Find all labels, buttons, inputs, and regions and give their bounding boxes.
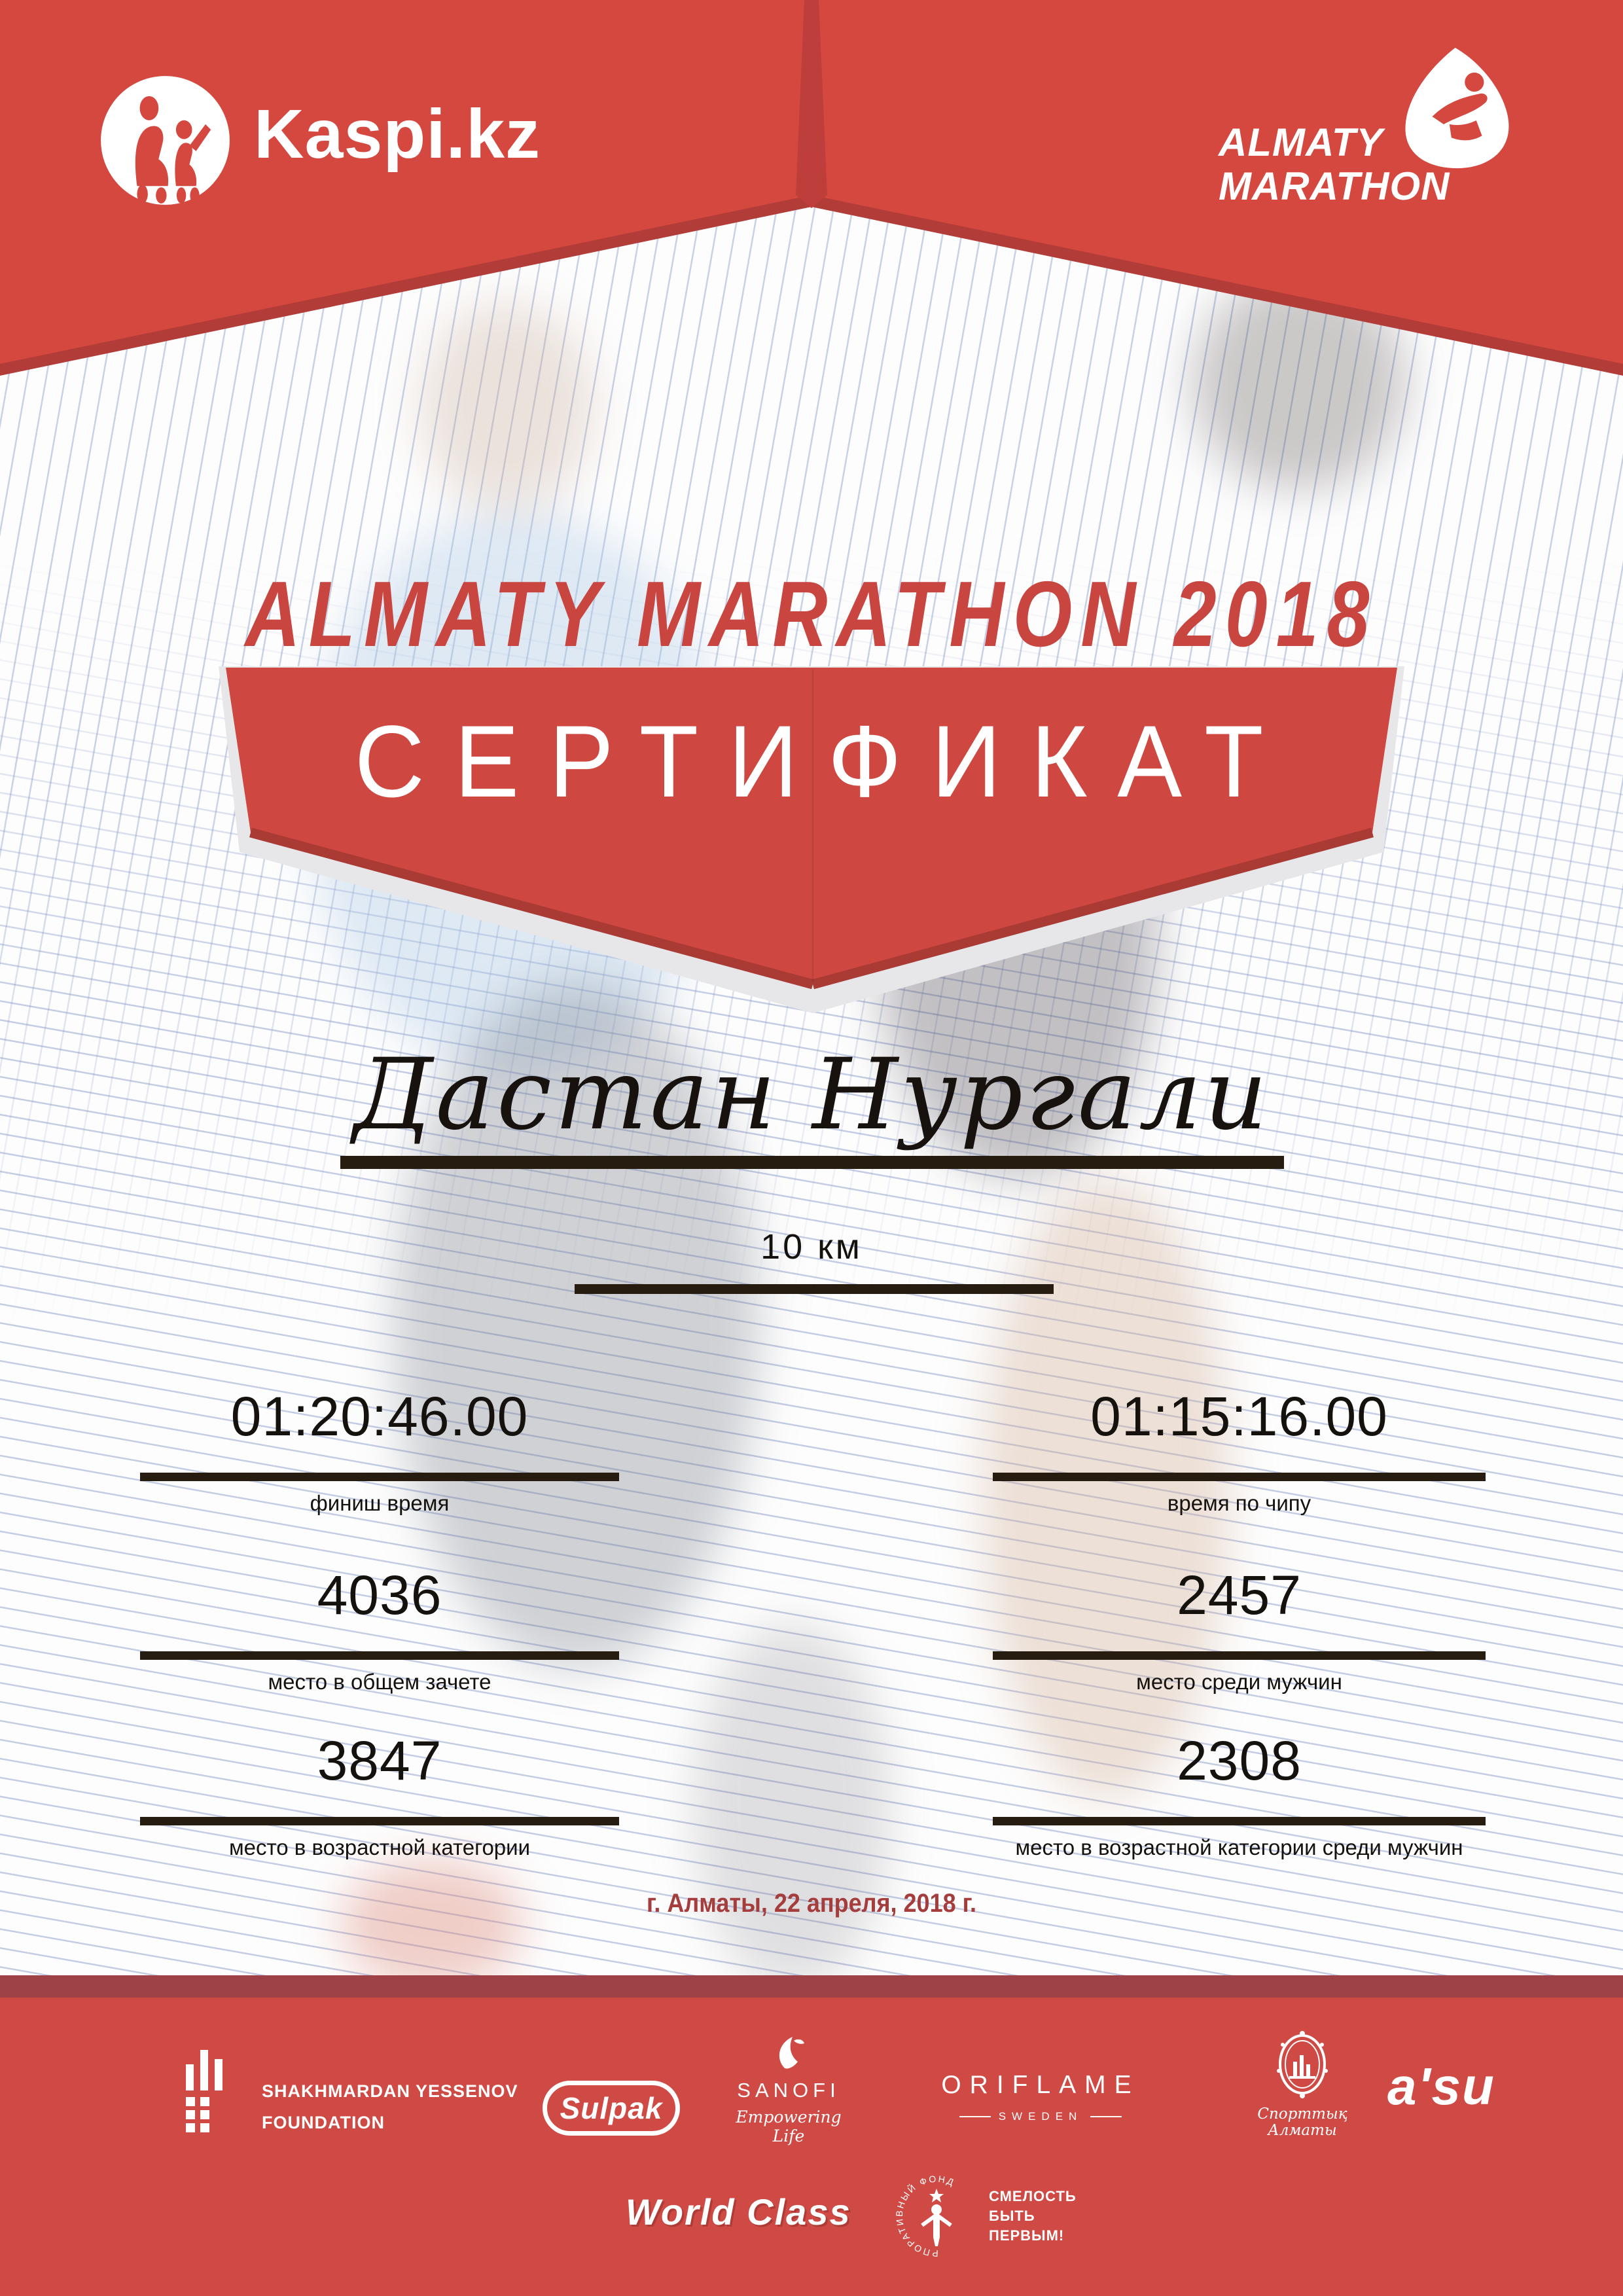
- almaty-marathon-line1: ALMATY: [1219, 120, 1383, 164]
- stat-value: 01:15:16.00: [1090, 1386, 1388, 1447]
- stat-label: место в возрастной категории среди мужчи…: [1015, 1835, 1463, 1859]
- stat-label: финиш время: [310, 1491, 450, 1515]
- header-banner-shape: [0, 0, 1623, 376]
- stat-chip-time: 01:15:16.00 время по чипу: [993, 1389, 1486, 1514]
- fund-slogan-line2: БЫТЬ: [989, 2208, 1035, 2225]
- stat-value: 4036: [317, 1564, 442, 1626]
- stat-value: 2457: [1177, 1564, 1302, 1626]
- stat-age-men-place: 2308 место в возрастной категории среди …: [993, 1733, 1486, 1858]
- sport-almaty-logo: Спорттық Алматы: [1243, 2030, 1361, 2140]
- sport-almaty-label: Спорттық Алматы: [1257, 2106, 1347, 2140]
- stat-label: место среди мужчин: [1136, 1670, 1342, 1694]
- page-title: ALMATY MARATHON 2018: [245, 562, 1378, 666]
- footer-sponsors-bar: SHAKHMARDAN YESSENOV FOUNDATION Sulpak S…: [0, 1998, 1623, 2296]
- asu-logo: a'su: [1387, 2057, 1495, 2115]
- stat-label: место в общем зачете: [268, 1670, 491, 1694]
- almaty-marathon-logo-text: ALMATY MARATHON: [1219, 120, 1450, 208]
- runner-drop-icon: [1405, 47, 1509, 169]
- distance-underline: [575, 1284, 1054, 1294]
- sport-almaty-emblem-icon: [1277, 2031, 1328, 2098]
- sanofi-bird-icon: [779, 2037, 804, 2069]
- sanofi-tagline: Empowering Life: [736, 2108, 842, 2145]
- almaty-marathon-line2: MARATHON: [1219, 164, 1450, 209]
- certificate-ribbon-shape: [219, 666, 1404, 1013]
- yessenov-foundation-icon: [186, 2050, 223, 2132]
- distance-value: 10 км: [760, 1227, 863, 1266]
- stat-finish-time: 01:20:46.00 финиш время: [140, 1389, 619, 1514]
- stat-men-place: 2457 место среди мужчин: [993, 1568, 1486, 1693]
- divider-line: [959, 2116, 991, 2117]
- divider-line: [1090, 2116, 1122, 2117]
- sanofi-label: SANOFI: [737, 2079, 840, 2102]
- stat-label: время по чипу: [1167, 1491, 1311, 1515]
- stat-value: 3847: [317, 1730, 442, 1791]
- fund-slogan-line1: СМЕЛОСТЬ: [989, 2188, 1077, 2205]
- stat-underline: [140, 1651, 619, 1660]
- sulpak-label: Sulpak: [560, 2091, 663, 2125]
- corporate-fund-slogan: СМЕЛОСТЬ БЫТЬ ПЕРВЫМ!: [989, 2187, 1077, 2245]
- yessenov-line1: SHAKHMARDAN YESSENOV: [262, 2081, 518, 2101]
- stat-overall-place: 4036 место в общем зачете: [140, 1568, 619, 1693]
- stat-underline: [993, 1817, 1486, 1825]
- corporate-fund-emblem-icon: КОРПОРАТИВНЫЙ ФОНД: [893, 2173, 957, 2259]
- sanofi-logo: SANOFI Empowering Life: [726, 2034, 851, 2145]
- stat-underline: [993, 1473, 1486, 1481]
- stat-underline: [140, 1473, 619, 1481]
- corporate-fund-ring-text: КОРПОРАТИВНЫЙ ФОНД: [893, 2173, 955, 2259]
- name-underline: [340, 1156, 1284, 1169]
- photo-runner-shoe: [340, 1859, 524, 1990]
- oriflame-label: ORIFLAME: [941, 2071, 1140, 2099]
- stat-underline: [993, 1651, 1486, 1660]
- kaspi-logo-text: Kaspi.kz: [254, 96, 541, 173]
- oriflame-sweden-label: SWEDEN: [998, 2110, 1083, 2123]
- event-date: г. Алматы, 22 апреля, 2018 г.: [647, 1889, 976, 1918]
- svg-text:КОРПОРАТИВНЫЙ ФОНД: КОРПОРАТИВНЫЙ ФОНД: [893, 2173, 957, 2259]
- fund-slogan-line3: ПЕРВЫМ!: [989, 2227, 1065, 2244]
- corporate-fund-logo: КОРПОРАТИВНЫЙ ФОНД СМЕЛОСТЬ БЫТЬ ПЕРВЫМ!: [893, 2173, 1077, 2259]
- photo-runner-leg2: [694, 1623, 890, 1990]
- stat-value: 01:20:46.00: [230, 1386, 529, 1447]
- footer-dark-strip: [0, 1975, 1623, 1998]
- stat-value: 2308: [1177, 1730, 1302, 1791]
- world-class-logo: World Class: [626, 2191, 851, 2233]
- stat-underline: [140, 1817, 619, 1825]
- sulpak-logo: Sulpak: [543, 2081, 680, 2136]
- oriflame-logo: ORIFLAME SWEDEN: [929, 2071, 1152, 2123]
- yessenov-foundation-label: SHAKHMARDAN YESSENOV FOUNDATION: [262, 2083, 518, 2132]
- stat-age-place: 3847 место в возрастной категории: [140, 1733, 619, 1858]
- certificate-label: СЕРТИФИКАТ: [354, 705, 1294, 819]
- stat-label: место в возрастной категории: [228, 1835, 531, 1859]
- kaspi-family-icon: [98, 76, 230, 205]
- participant-name: Дастан Нургали: [353, 1038, 1270, 1152]
- yessenov-line2: FOUNDATION: [262, 2113, 385, 2132]
